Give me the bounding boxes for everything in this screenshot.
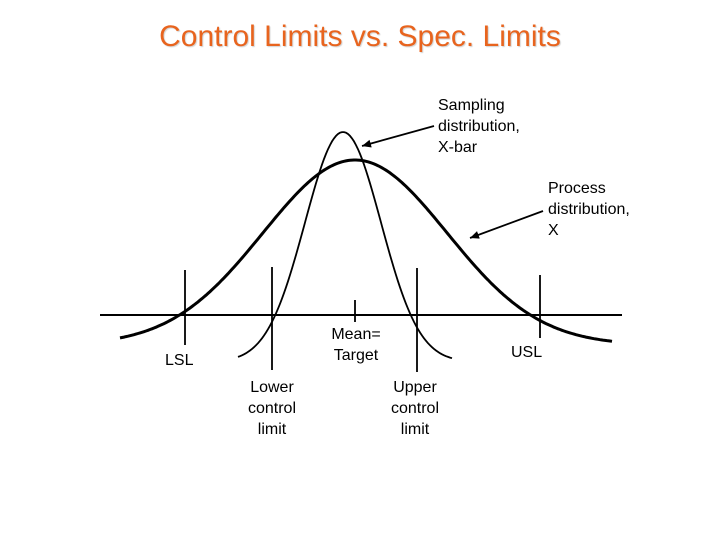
process-distribution-curve (119, 158, 613, 343)
sampling-distribution-label: Sampling distribution, X-bar (438, 95, 520, 158)
usl-label: USL (511, 344, 543, 361)
sampling-label-line: X-bar (438, 139, 478, 156)
lsl-label: LSL (165, 352, 194, 369)
ucl-label-line: limit (400, 421, 430, 438)
process-label-line: X (548, 222, 559, 239)
ucl-label-line: control (390, 400, 440, 417)
sampling-label-line: Sampling (438, 97, 505, 114)
lcl-label-line: control (247, 400, 297, 417)
mean-target-label: Mean= Target (318, 324, 394, 366)
sampling-arrow (361, 125, 435, 148)
lcl-label-line: limit (257, 421, 287, 438)
slide-title: Control Limits vs. Spec. Limits (159, 20, 561, 53)
lcl-label-line: Lower (250, 379, 294, 396)
process-label-line: Process (548, 180, 606, 197)
mean-label-line: Mean= (331, 326, 381, 343)
ucl-label-line: Upper (393, 379, 437, 396)
upper-control-limit-label: Upper control limit (377, 377, 453, 440)
process-label-line: distribution, (548, 201, 630, 218)
mean-label-line: Target (333, 347, 379, 364)
lower-control-limit-label: Lower control limit (234, 377, 310, 440)
sampling-label-line: distribution, (438, 118, 520, 135)
process-arrow (469, 210, 544, 239)
process-distribution-label: Process distribution, X (548, 178, 630, 241)
